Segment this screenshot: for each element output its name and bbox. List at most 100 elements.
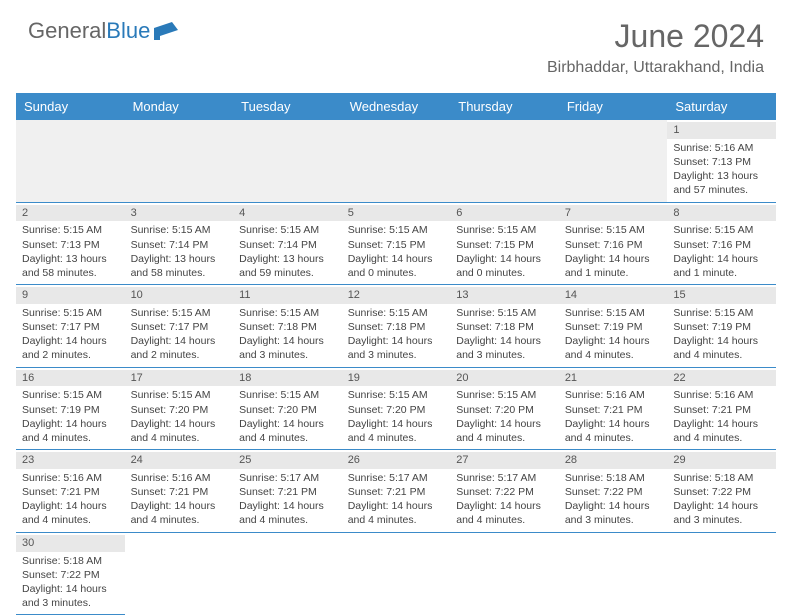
day-cell	[450, 532, 559, 615]
day-cell: 14Sunrise: 5:15 AMSunset: 7:19 PMDayligh…	[559, 285, 668, 368]
sunrise-line: Sunrise: 5:17 AM	[239, 471, 336, 485]
dayname-header: Monday	[125, 93, 234, 120]
day-number: 17	[125, 370, 234, 387]
daylight-line: Daylight: 14 hours and 4 minutes.	[131, 417, 228, 445]
daylight-line: Daylight: 14 hours and 2 minutes.	[22, 334, 119, 362]
daylight-line: Daylight: 14 hours and 3 minutes.	[348, 334, 445, 362]
daylight-line: Daylight: 14 hours and 4 minutes.	[239, 417, 336, 445]
week-row: 2Sunrise: 5:15 AMSunset: 7:13 PMDaylight…	[16, 202, 776, 285]
daylight-line: Daylight: 14 hours and 2 minutes.	[131, 334, 228, 362]
daylight-line: Daylight: 14 hours and 4 minutes.	[22, 417, 119, 445]
sunrise-line: Sunrise: 5:15 AM	[456, 223, 553, 237]
day-number: 29	[667, 452, 776, 469]
sunset-line: Sunset: 7:21 PM	[348, 485, 445, 499]
location: Birbhaddar, Uttarakhand, India	[547, 59, 764, 77]
daylight-line: Daylight: 14 hours and 1 minute.	[565, 252, 662, 280]
sunset-line: Sunset: 7:18 PM	[239, 320, 336, 334]
day-cell: 20Sunrise: 5:15 AMSunset: 7:20 PMDayligh…	[450, 367, 559, 450]
daylight-line: Daylight: 14 hours and 0 minutes.	[348, 252, 445, 280]
sunrise-line: Sunrise: 5:15 AM	[456, 388, 553, 402]
daylight-line: Daylight: 14 hours and 4 minutes.	[348, 417, 445, 445]
sunrise-line: Sunrise: 5:18 AM	[565, 471, 662, 485]
sunrise-line: Sunrise: 5:15 AM	[348, 223, 445, 237]
sunset-line: Sunset: 7:22 PM	[22, 568, 119, 582]
daylight-line: Daylight: 13 hours and 57 minutes.	[673, 169, 770, 197]
day-number: 21	[559, 370, 668, 387]
day-number: 14	[559, 287, 668, 304]
sunrise-line: Sunrise: 5:18 AM	[22, 554, 119, 568]
day-cell: 7Sunrise: 5:15 AMSunset: 7:16 PMDaylight…	[559, 202, 668, 285]
day-cell: 15Sunrise: 5:15 AMSunset: 7:19 PMDayligh…	[667, 285, 776, 368]
month-title: June 2024	[547, 18, 764, 55]
day-cell: 27Sunrise: 5:17 AMSunset: 7:22 PMDayligh…	[450, 450, 559, 533]
brand-part2: Blue	[106, 18, 150, 44]
day-cell: 5Sunrise: 5:15 AMSunset: 7:15 PMDaylight…	[342, 202, 451, 285]
sunset-line: Sunset: 7:21 PM	[22, 485, 119, 499]
day-cell	[667, 532, 776, 615]
sunrise-line: Sunrise: 5:16 AM	[22, 471, 119, 485]
day-cell: 18Sunrise: 5:15 AMSunset: 7:20 PMDayligh…	[233, 367, 342, 450]
sunset-line: Sunset: 7:20 PM	[348, 403, 445, 417]
daylight-line: Daylight: 14 hours and 3 minutes.	[239, 334, 336, 362]
sunset-line: Sunset: 7:17 PM	[22, 320, 119, 334]
sunrise-line: Sunrise: 5:17 AM	[456, 471, 553, 485]
day-cell	[16, 120, 125, 202]
daylight-line: Daylight: 14 hours and 3 minutes.	[22, 582, 119, 610]
sunrise-line: Sunrise: 5:15 AM	[239, 388, 336, 402]
daylight-line: Daylight: 14 hours and 4 minutes.	[565, 334, 662, 362]
day-number: 15	[667, 287, 776, 304]
day-number: 19	[342, 370, 451, 387]
day-number: 13	[450, 287, 559, 304]
day-cell: 24 Sunrise: 5:16 AMSunset: 7:21 PMDayligh…	[125, 450, 234, 533]
sunset-line: Sunset: 7:19 PM	[22, 403, 119, 417]
dayname-header: Thursday	[450, 93, 559, 120]
sunset-line: Sunset: 7:13 PM	[673, 155, 770, 169]
sunset-line: Sunset: 7:22 PM	[673, 485, 770, 499]
sunrise-line: Sunrise: 5:16 AM	[131, 471, 228, 485]
sunrise-line: Sunrise: 5:15 AM	[565, 223, 662, 237]
sunset-line: Sunset: 7:20 PM	[239, 403, 336, 417]
day-cell	[559, 532, 668, 615]
day-cell: 2Sunrise: 5:15 AMSunset: 7:13 PMDaylight…	[16, 202, 125, 285]
day-cell: 10Sunrise: 5:15 AMSunset: 7:17 PMDayligh…	[125, 285, 234, 368]
day-cell: 25Sunrise: 5:17 AMSunset: 7:21 PMDayligh…	[233, 450, 342, 533]
sunset-line: Sunset: 7:20 PM	[131, 403, 228, 417]
day-number: 11	[233, 287, 342, 304]
sunset-line: Sunset: 7:18 PM	[348, 320, 445, 334]
daylight-line: Daylight: 13 hours and 58 minutes.	[22, 252, 119, 280]
dayname-header: Wednesday	[342, 93, 451, 120]
day-number: 8	[667, 205, 776, 222]
day-cell: 29Sunrise: 5:18 AMSunset: 7:22 PMDayligh…	[667, 450, 776, 533]
sunset-line: Sunset: 7:21 PM	[131, 485, 228, 499]
dayname-header: Sunday	[16, 93, 125, 120]
daylight-line: Daylight: 14 hours and 4 minutes.	[131, 499, 228, 527]
day-cell	[125, 532, 234, 615]
sunset-line: Sunset: 7:21 PM	[673, 403, 770, 417]
day-number: 24	[125, 452, 234, 469]
daylight-line: Daylight: 14 hours and 4 minutes.	[22, 499, 119, 527]
sunrise-line: Sunrise: 5:15 AM	[456, 306, 553, 320]
sunrise-line: Sunrise: 5:15 AM	[22, 306, 119, 320]
sunrise-line: Sunrise: 5:15 AM	[22, 388, 119, 402]
sunset-line: Sunset: 7:16 PM	[565, 238, 662, 252]
day-cell: 22Sunrise: 5:16 AMSunset: 7:21 PMDayligh…	[667, 367, 776, 450]
dayname-header: Tuesday	[233, 93, 342, 120]
sunrise-line: Sunrise: 5:16 AM	[565, 388, 662, 402]
day-number: 28	[559, 452, 668, 469]
calendar-table: SundayMondayTuesdayWednesdayThursdayFrid…	[16, 93, 776, 615]
title-block: June 2024 Birbhaddar, Uttarakhand, India	[547, 18, 764, 77]
day-cell: 23 Sunrise: 5:16 AMSunset: 7:21 PMDayligh…	[16, 450, 125, 533]
day-cell: 4Sunrise: 5:15 AMSunset: 7:14 PMDaylight…	[233, 202, 342, 285]
flag-icon	[154, 22, 178, 40]
day-cell: 16Sunrise: 5:15 AMSunset: 7:19 PMDayligh…	[16, 367, 125, 450]
brand-logo: GeneralBlue	[28, 18, 178, 44]
day-number: 23	[16, 452, 125, 469]
day-number: 3	[125, 205, 234, 222]
sunrise-line: Sunrise: 5:17 AM	[348, 471, 445, 485]
sunset-line: Sunset: 7:14 PM	[131, 238, 228, 252]
week-row: 16Sunrise: 5:15 AMSunset: 7:19 PMDayligh…	[16, 367, 776, 450]
sunrise-line: Sunrise: 5:15 AM	[22, 223, 119, 237]
week-row: 1Sunrise: 5:16 AMSunset: 7:13 PMDaylight…	[16, 120, 776, 202]
sunset-line: Sunset: 7:14 PM	[239, 238, 336, 252]
daylight-line: Daylight: 14 hours and 3 minutes.	[456, 334, 553, 362]
